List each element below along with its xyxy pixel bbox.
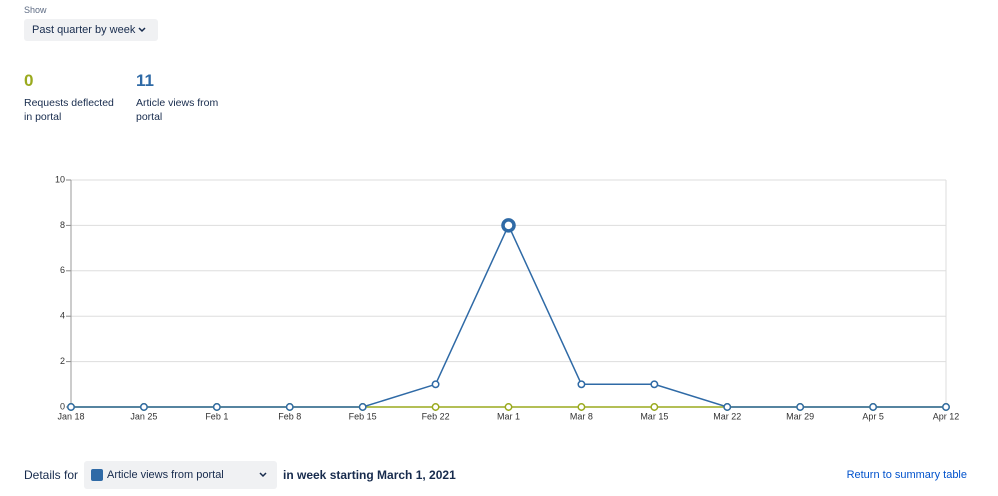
chevron	[138, 27, 146, 33]
series-dropdown[interactable]: Article views from portal	[84, 461, 277, 489]
point	[431, 380, 440, 389]
point	[869, 403, 878, 411]
point	[285, 403, 294, 411]
x-tick-label: Apr 12	[933, 411, 960, 421]
y-tick-label: 0	[60, 401, 65, 411]
details-prefix: Details for	[24, 468, 79, 482]
point	[504, 403, 513, 411]
stat-label: Article views from portal	[136, 97, 219, 123]
summary-link[interactable]: Return to summary table	[846, 469, 967, 481]
selected-point	[501, 218, 516, 233]
point	[139, 403, 148, 411]
y-tick-label: 8	[60, 220, 65, 230]
x-tick-label: Feb 22	[422, 411, 450, 421]
point	[67, 403, 75, 411]
point	[650, 380, 659, 389]
details-suffix: in week starting March 1, 2021	[283, 468, 456, 482]
point	[577, 403, 586, 411]
point	[358, 403, 367, 411]
y-tick-label: 6	[60, 265, 65, 275]
stat-value: 0	[24, 71, 34, 90]
series-text: Article views from portal	[107, 469, 224, 481]
point	[942, 403, 950, 411]
x-tick-label: Apr 5	[862, 411, 884, 421]
x-tick-label: Feb 1	[205, 411, 228, 421]
y-tick-label: 2	[60, 356, 65, 366]
series-swatch	[91, 469, 103, 481]
x-tick-label: Mar 29	[786, 411, 814, 421]
point	[212, 403, 221, 411]
stat-value: 11	[136, 71, 154, 90]
x-tick-label: Jan 25	[130, 411, 157, 421]
chevron	[259, 472, 267, 478]
show-label: Show	[24, 5, 47, 15]
period-dropdown[interactable]: Past quarter by week	[24, 19, 158, 41]
y-tick-label: 4	[60, 311, 65, 321]
x-tick-label: Mar 8	[570, 411, 593, 421]
point	[431, 403, 440, 411]
x-tick-label: Feb 15	[349, 411, 377, 421]
x-tick-label: Jan 18	[57, 411, 84, 421]
x-tick-label: Mar 15	[640, 411, 668, 421]
x-tick-label: Mar 1	[497, 411, 520, 421]
x-tick-label: Mar 22	[713, 411, 741, 421]
point	[577, 380, 586, 389]
x-tick-label: Feb 8	[278, 411, 301, 421]
y-tick-label: 10	[55, 174, 65, 184]
point	[723, 403, 732, 411]
stat-label: Requests deflected in portal	[24, 97, 114, 123]
period-text: Past quarter by week	[32, 24, 136, 36]
point	[796, 403, 805, 411]
point	[650, 403, 659, 411]
chart: 0 2 4 6 8 10 Jan 18 Jan 25 Feb 1 Feb 8 Feb 15 Feb 2…	[55, 174, 960, 421]
